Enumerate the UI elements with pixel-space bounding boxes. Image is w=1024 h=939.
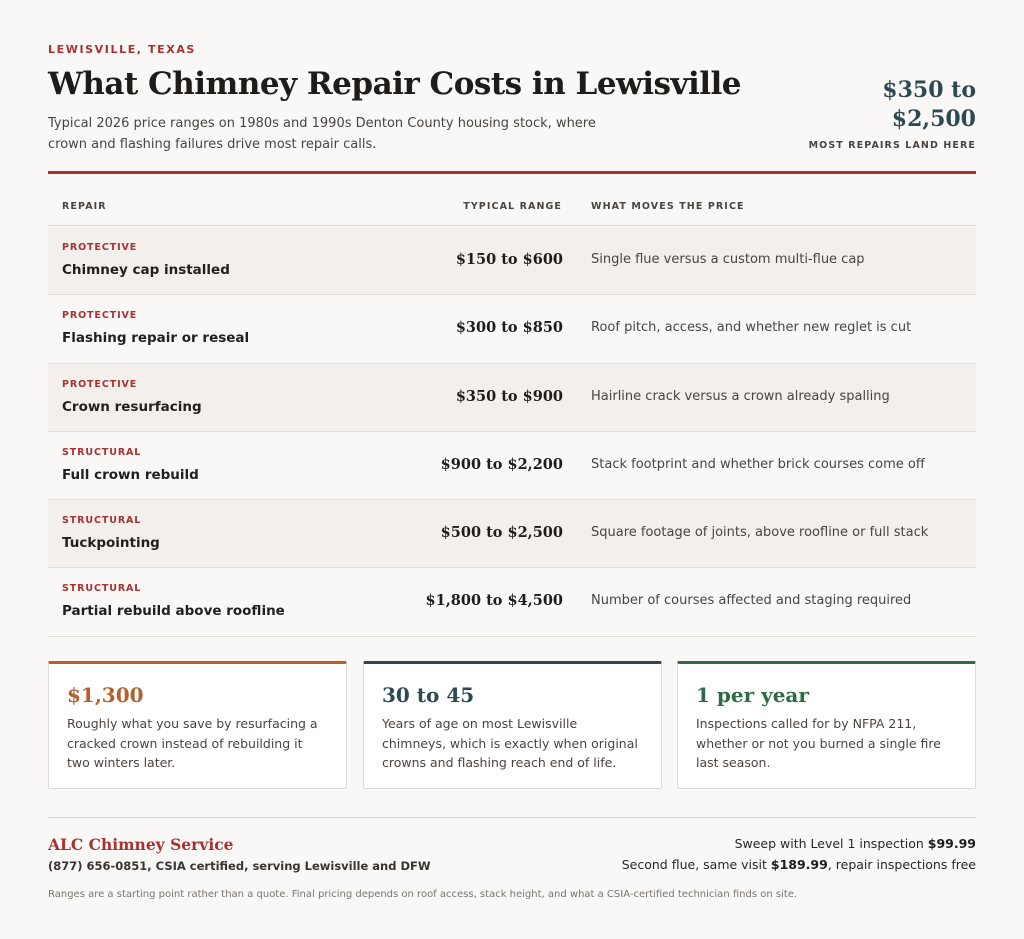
second-flue-suffix: , repair inspections free [827, 857, 976, 872]
repair-price-factors: Single flue versus a custom multi-flue c… [591, 252, 865, 267]
repair-category: PROTECTIVE [62, 310, 138, 322]
page-title: What Chimney Repair Costs in Lewisville [48, 66, 742, 102]
sweep-price-value: $99.99 [927, 836, 976, 851]
header-divider [48, 171, 976, 174]
sweep-price-line: Sweep with Level 1 inspection $99.99 [735, 836, 976, 851]
stat-card-value: 1 per year [696, 683, 809, 707]
table-row: STRUCTURAL Tuckpointing $500 to $2,500 S… [48, 500, 976, 569]
page-subtitle: Typical 2026 price ranges on 1980s and 1… [48, 116, 596, 152]
stat-card-text: Roughly what you save by resurfacing a c… [67, 716, 318, 770]
price-guide-page: LEWISVILLE, TEXAS What Chimney Repair Co… [48, 0, 976, 939]
repair-price-range: $500 to $2,500 [440, 524, 563, 542]
stat-card-value: 30 to 45 [382, 683, 475, 707]
repair-price-factors: Number of courses affected and staging r… [591, 593, 912, 609]
repair-price-factors: Hairline crack versus a crown already sp… [591, 388, 890, 404]
company-name: ALC Chimney Service [48, 835, 234, 854]
table-row: PROTECTIVE Crown resurfacing $350 to $90… [48, 363, 976, 432]
repair-price-factors: Stack footprint and whether brick course… [591, 456, 925, 472]
hero-price-range: $350 to $2,500 [816, 76, 976, 134]
repair-price-range: $150 to $600 [455, 251, 563, 268]
stat-card-value: $1,300 [67, 683, 144, 707]
hero-price-line1: $350 to [882, 77, 976, 103]
sweep-price-label: Sweep with Level 1 inspection [734, 836, 928, 851]
location-eyebrow: LEWISVILLE, TEXAS [48, 43, 196, 56]
stat-card-chimney-age: 30 to 45 Years of age on most Lewisville… [363, 661, 662, 789]
stat-card-text: Years of age on most Lewisville chimneys… [382, 716, 638, 770]
repair-name: Flashing repair or reseal [62, 330, 250, 347]
second-flue-price-value: $189.99 [770, 857, 828, 872]
repair-category: PROTECTIVE [62, 242, 138, 253]
second-flue-price-line: Second flue, same visit $189.99, repair … [622, 857, 976, 872]
stat-card-inspections: 1 per year Inspections called for by NFP… [677, 661, 976, 789]
repair-name: Full crown rebuild [62, 466, 199, 483]
repair-price-range: $1,800 to $4,500 [425, 592, 563, 610]
stat-cards: $1,300 Roughly what you save by resurfac… [48, 661, 976, 789]
table-row: PROTECTIVE Flashing repair or reseal $30… [48, 295, 976, 364]
repair-price-factors: Square footage of joints, above roofline… [591, 525, 929, 541]
repair-name: Chimney cap installed [62, 262, 230, 278]
column-header-moves: WHAT MOVES THE PRICE [591, 201, 745, 212]
repair-category: PROTECTIVE [62, 378, 138, 390]
column-header-range: TYPICAL RANGE [463, 201, 562, 212]
repair-price-range: $900 to $2,200 [440, 455, 563, 473]
company-contact: (877) 656-0851, CSIA certified, serving … [48, 859, 431, 873]
second-flue-label: Second flue, same visit [621, 857, 771, 872]
repair-category: STRUCTURAL [62, 446, 142, 458]
repair-price-range: $300 to $850 [455, 319, 563, 337]
column-header-repair: REPAIR [62, 201, 107, 212]
table-row: STRUCTURAL Full crown rebuild $900 to $2… [48, 432, 976, 501]
repair-price-range: $350 to $900 [455, 387, 563, 405]
pricing-disclaimer: Ranges are a starting point rather than … [48, 889, 798, 900]
hero-price-caption: MOST REPAIRS LAND HERE [808, 140, 976, 151]
repair-name: Tuckpointing [62, 535, 160, 552]
repair-table: PROTECTIVE Chimney cap installed $150 to… [48, 227, 976, 637]
table-row: PROTECTIVE Chimney cap installed $150 to… [48, 227, 976, 296]
stat-card-savings: $1,300 Roughly what you save by resurfac… [48, 661, 347, 789]
stat-card-text: Inspections called for by NFPA 211, whet… [696, 716, 941, 770]
repair-price-factors: Roof pitch, access, and whether new regl… [591, 320, 912, 336]
repair-category: STRUCTURAL [62, 515, 142, 527]
table-row: STRUCTURAL Partial rebuild above rooflin… [48, 568, 976, 637]
footer-divider [48, 817, 976, 818]
hero-price-line2: $2,500 [891, 106, 976, 132]
table-header: REPAIR TYPICAL RANGE WHAT MOVES THE PRIC… [48, 188, 976, 226]
repair-name: Partial rebuild above roofline [62, 603, 285, 620]
repair-category: STRUCTURAL [62, 583, 142, 595]
repair-name: Crown resurfacing [62, 398, 202, 415]
